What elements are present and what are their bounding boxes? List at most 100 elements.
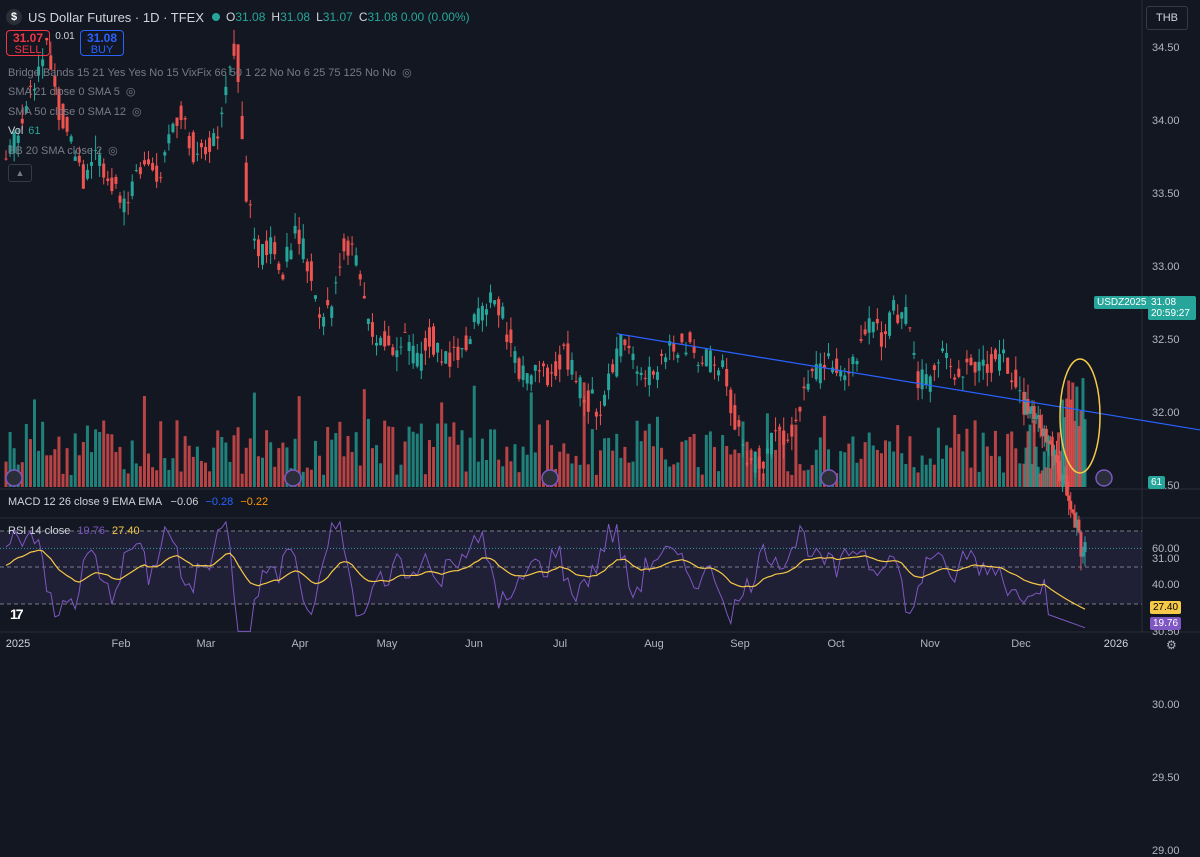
indicator-volume[interactable]: Vol 61 [8, 125, 41, 137]
candle-body [289, 250, 293, 260]
candle-body [436, 343, 440, 353]
candle-body [737, 420, 741, 427]
candle-body [953, 377, 957, 380]
eye-hidden-icon[interactable]: ◎ [402, 67, 412, 79]
indicator-bb[interactable]: BB 20 SMA close 2 ◎ [8, 144, 118, 158]
volume-bar [195, 446, 199, 487]
volume-bar [981, 432, 985, 487]
candle-body [191, 132, 195, 163]
volume-bar [822, 415, 826, 487]
volume-bar [199, 460, 203, 487]
candle-body [655, 371, 659, 380]
volume-bar [635, 420, 639, 487]
candle-body [147, 159, 151, 165]
volume-bar [594, 474, 598, 487]
candle-body [1030, 406, 1034, 412]
candle-body [228, 66, 232, 68]
volume-bar [725, 446, 729, 487]
volume-bar [590, 429, 594, 487]
symbol-title[interactable]: US Dollar Futures · 1D · TFEX [28, 9, 205, 25]
gear-icon[interactable]: ⚙ [1166, 638, 1177, 652]
candle-body [1024, 399, 1028, 415]
candle-body [90, 162, 94, 166]
chart-canvas[interactable] [0, 0, 1200, 656]
volume-bar [1069, 399, 1073, 487]
rsi-tag: 19.76 [1150, 617, 1182, 630]
ohlc-change: 0.00 (0.00%) [400, 10, 470, 24]
candle-body [1022, 391, 1026, 415]
tradingview-logo[interactable]: 17 [10, 606, 24, 622]
last-price-tag: 31.08 20:59:27 [1148, 296, 1196, 320]
candle-body [668, 341, 672, 346]
eye-hidden-icon[interactable]: ◎ [132, 106, 142, 118]
eye-hidden-icon[interactable]: ◎ [125, 86, 136, 98]
volume-bar [940, 458, 944, 487]
chevron-up-icon: ▲ [15, 168, 25, 178]
candle-body [635, 371, 639, 374]
volume-bar [818, 437, 822, 487]
candle-body [448, 352, 452, 367]
volume-bar [647, 423, 651, 487]
macd-legend[interactable]: MACD 12 26 close 9 EMA EMA −0.06 −0.28 −… [8, 496, 269, 508]
volume-bar [774, 449, 778, 487]
candle-body [574, 380, 578, 383]
volume-bar [391, 426, 395, 487]
buy-button[interactable]: 31.08 BUY [80, 30, 124, 56]
candle-body [322, 316, 326, 327]
candle-body [16, 135, 20, 143]
volume-bar [228, 461, 232, 487]
volume-bar [1077, 426, 1081, 487]
volume-bar [493, 429, 497, 487]
candle-body [456, 346, 460, 361]
volume-bar [427, 440, 431, 487]
candle-body [1044, 428, 1048, 443]
candle-body [855, 360, 859, 365]
volume-bar [489, 429, 493, 487]
collapse-indicators-button[interactable]: ▲ [8, 164, 32, 182]
candle-body [199, 143, 203, 148]
indicator-sma-21[interactable]: SMA 21 close 0 SMA 5 ◎ [8, 85, 136, 99]
candle-body [611, 364, 615, 373]
volume-bar [362, 389, 366, 487]
eye-hidden-icon[interactable]: ◎ [108, 145, 118, 157]
candle-body [387, 335, 391, 346]
volume-bar [476, 461, 480, 487]
candle-body [680, 333, 684, 343]
candle-body [77, 155, 81, 163]
event-marker-icon [284, 469, 302, 487]
volume-bar [1028, 424, 1032, 487]
indicator-bridge-bands[interactable]: Bridge Bands 15 21 Yes Yes No 15 VixFix … [8, 66, 412, 80]
volume-bar [1079, 410, 1083, 487]
volume-bar [179, 471, 183, 487]
volume-bar [183, 436, 187, 487]
candle-body [118, 195, 122, 203]
candle-body [440, 361, 444, 363]
volume-bar [733, 449, 737, 487]
currency-selector[interactable]: THB [1146, 6, 1188, 30]
ohlc-low: L31.07 [316, 10, 353, 24]
candle-body [578, 377, 582, 399]
indicator-sma-50[interactable]: SMA 50 close 0 SMA 12 ◎ [8, 105, 142, 119]
candle-body [244, 162, 248, 202]
sell-button[interactable]: 31.07 SELL [6, 30, 50, 56]
volume-bar [118, 446, 122, 487]
volume-bar [1071, 382, 1075, 487]
candle-body [541, 363, 545, 367]
volume-bar [90, 452, 94, 487]
volume-bar [1073, 420, 1077, 487]
volume-bar [501, 466, 505, 487]
candle-body [484, 309, 488, 315]
candle-body [537, 370, 541, 372]
rsi-legend[interactable]: RSI 14 close 19.76 27.40 [8, 525, 140, 537]
volume-bar [521, 446, 525, 487]
volume-bar [847, 443, 851, 487]
candle-body [379, 337, 383, 346]
volume-bar [1075, 386, 1079, 487]
candle-body [285, 246, 289, 262]
candle-body [1032, 406, 1036, 420]
candle-body [501, 306, 505, 319]
market-open-icon [212, 13, 221, 21]
volume-bar [1002, 472, 1006, 487]
volume-bar [782, 430, 786, 487]
time-tick: Mar [196, 638, 216, 650]
